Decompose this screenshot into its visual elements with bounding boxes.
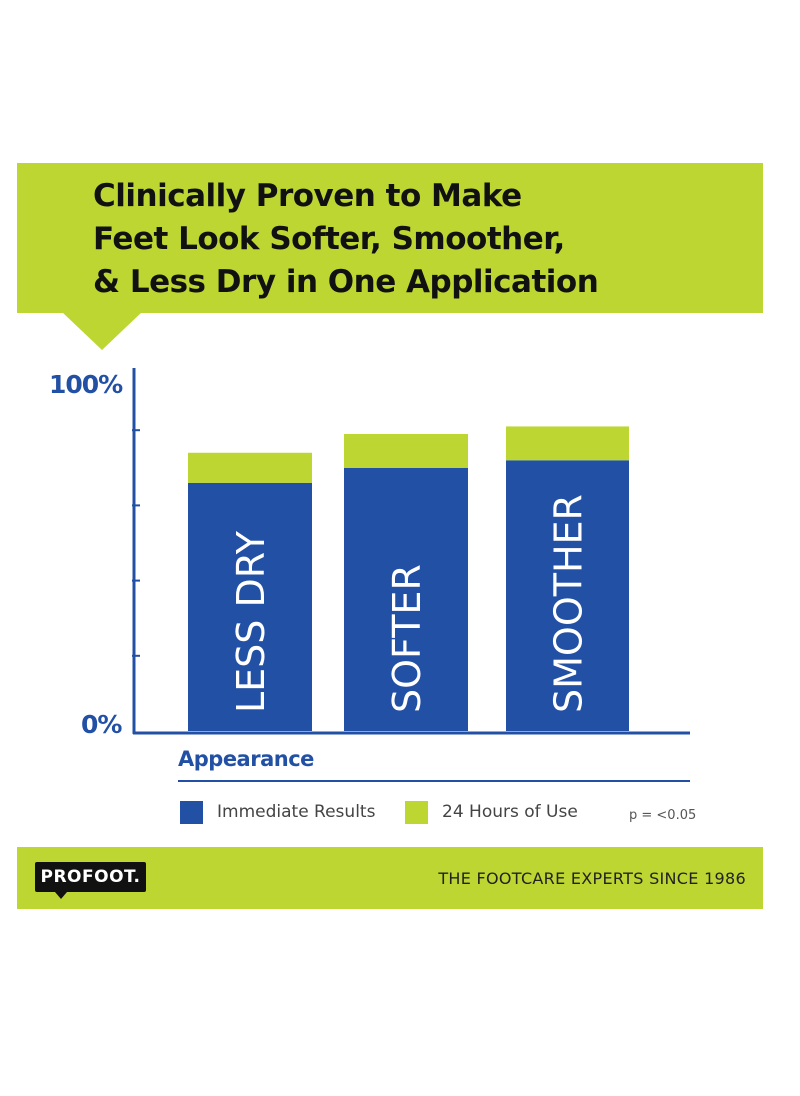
x-axis-label: Appearance <box>178 747 314 771</box>
title-line-1: Clinically Proven to Make <box>93 178 522 214</box>
title-line-3: & Less Dry in One Application <box>93 264 599 300</box>
chart-title: Clinically Proven to Make Feet Look Soft… <box>93 175 733 304</box>
logo-notch <box>55 892 67 899</box>
x-axis-label-rule <box>178 780 690 782</box>
bar-smoother-24-hours <box>506 426 629 461</box>
bar-label-less-dry: LESS DRY <box>229 530 273 713</box>
p-value-annotation: p = <0.05 <box>629 808 697 823</box>
legend-item-immediate: Immediate Results <box>180 800 375 824</box>
legend-label-24-hours: 24 Hours of Use <box>442 802 578 822</box>
title-line-2: Feet Look Softer, Smoother, <box>93 221 565 257</box>
footer-banner: PROFOOT. THE FOOTCARE EXPERTS SINCE 1986 <box>17 847 763 909</box>
bar-less-dry-24-hours <box>188 452 312 483</box>
y-tick-label-max: 100% <box>49 370 123 399</box>
bar-softer-24-hours <box>344 433 468 468</box>
bar-less-dry-immediate <box>188 482 312 731</box>
legend-swatch-24-hours <box>405 800 428 824</box>
logo-text: PROFOOT. <box>40 867 141 887</box>
profoot-logo: PROFOOT. <box>35 862 146 899</box>
y-tick-label-min: 0% <box>81 710 122 739</box>
footer-tagline: THE FOOTCARE EXPERTS SINCE 1986 <box>438 869 746 888</box>
banner-pointer <box>62 312 142 350</box>
bar-smoother-immediate <box>506 460 629 731</box>
bar-softer-immediate <box>344 467 468 731</box>
title-banner <box>17 163 763 313</box>
legend-item-24-hours: 24 Hours of Use <box>405 800 578 824</box>
legend-swatch-immediate <box>180 800 203 824</box>
legend-label-immediate: Immediate Results <box>217 802 376 822</box>
bar-label-smoother: SMOOTHER <box>547 494 591 713</box>
bar-chart: LESS DRY SOFTER SMOOTHER <box>132 368 690 735</box>
bar-label-softer: SOFTER <box>385 564 429 713</box>
